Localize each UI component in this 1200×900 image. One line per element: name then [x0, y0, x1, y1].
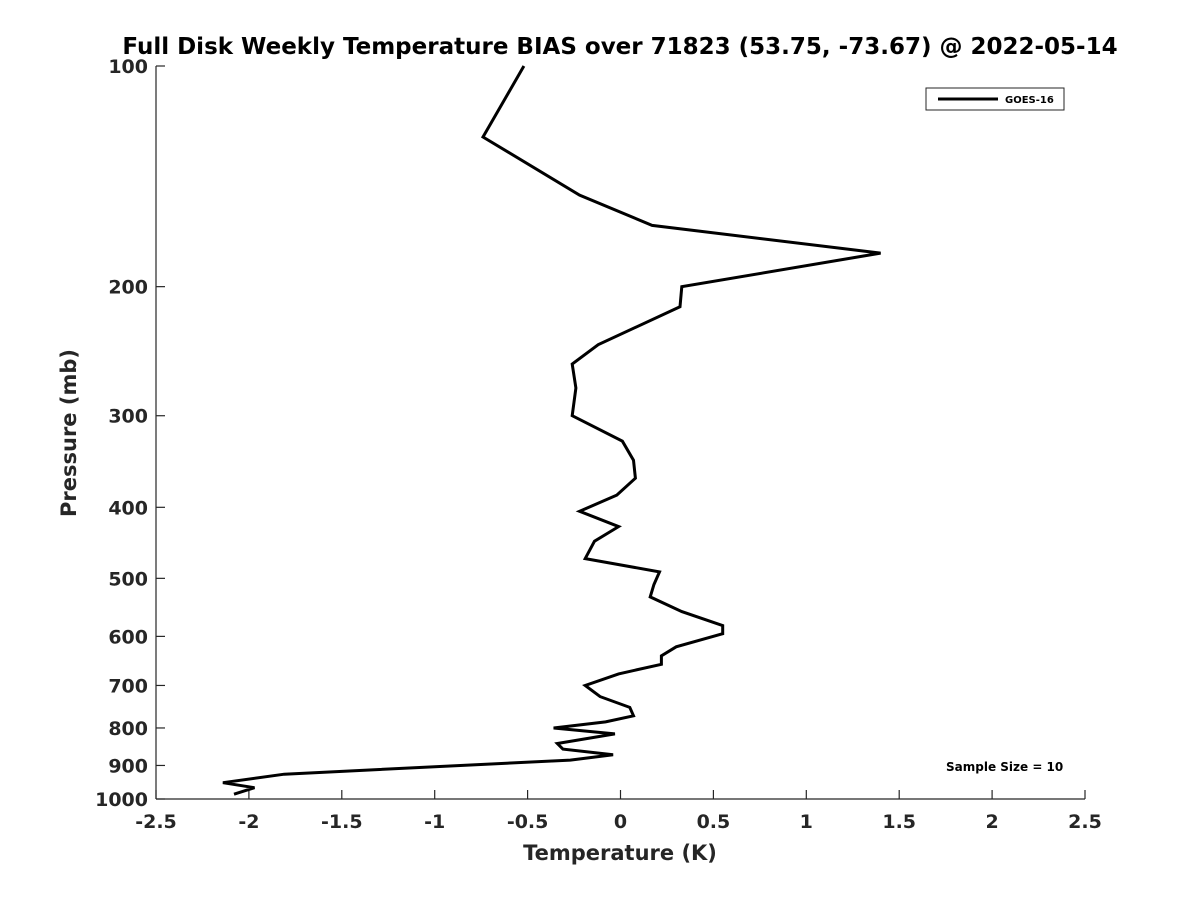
- x-tick-label: -1: [424, 811, 445, 833]
- y-tick-label: 100: [108, 56, 148, 78]
- x-tick-label: -2: [238, 811, 259, 833]
- x-tick-label: 1.5: [882, 811, 916, 833]
- y-axis-label: Pressure (mb): [57, 349, 81, 517]
- x-tick-label: -1.5: [321, 811, 363, 833]
- y-tick-label: 700: [108, 675, 148, 697]
- x-tick-label: 0.5: [697, 811, 731, 833]
- series-line-goes-16: [222, 65, 881, 796]
- series-layer: [222, 65, 881, 796]
- y-tick-label: 300: [108, 406, 148, 428]
- y-tick-label: 400: [108, 497, 148, 519]
- y-tick-label: 500: [108, 568, 148, 590]
- y-tick-label: 800: [108, 718, 148, 740]
- x-ticks: -2.5 -2 -1.5 -1 -0.5 0 0.5 1 1.5 2 2.5: [135, 790, 1102, 833]
- chart-title: Full Disk Weekly Temperature BIAS over 7…: [122, 34, 1117, 60]
- x-tick-label: 1: [800, 811, 813, 833]
- x-tick-label: 2.5: [1068, 811, 1102, 833]
- x-tick-label: 0: [614, 811, 627, 833]
- x-tick-label: -0.5: [507, 811, 549, 833]
- y-tick-label: 600: [108, 626, 148, 648]
- y-ticks: 100 200 300 400 500 600 700 800 900 1000: [95, 56, 165, 811]
- x-tick-label: 2: [985, 811, 998, 833]
- legend: GOES-16: [925, 87, 1065, 111]
- sample-size-annotation: Sample Size = 10: [946, 760, 1063, 774]
- x-tick-label: -2.5: [135, 811, 177, 833]
- y-tick-label: 1000: [95, 789, 148, 811]
- y-tick-label: 200: [108, 277, 148, 299]
- y-tick-label: 900: [108, 755, 148, 777]
- x-axis-label: Temperature (K): [523, 841, 717, 865]
- legend-label-goes-16: GOES-16: [1005, 95, 1054, 106]
